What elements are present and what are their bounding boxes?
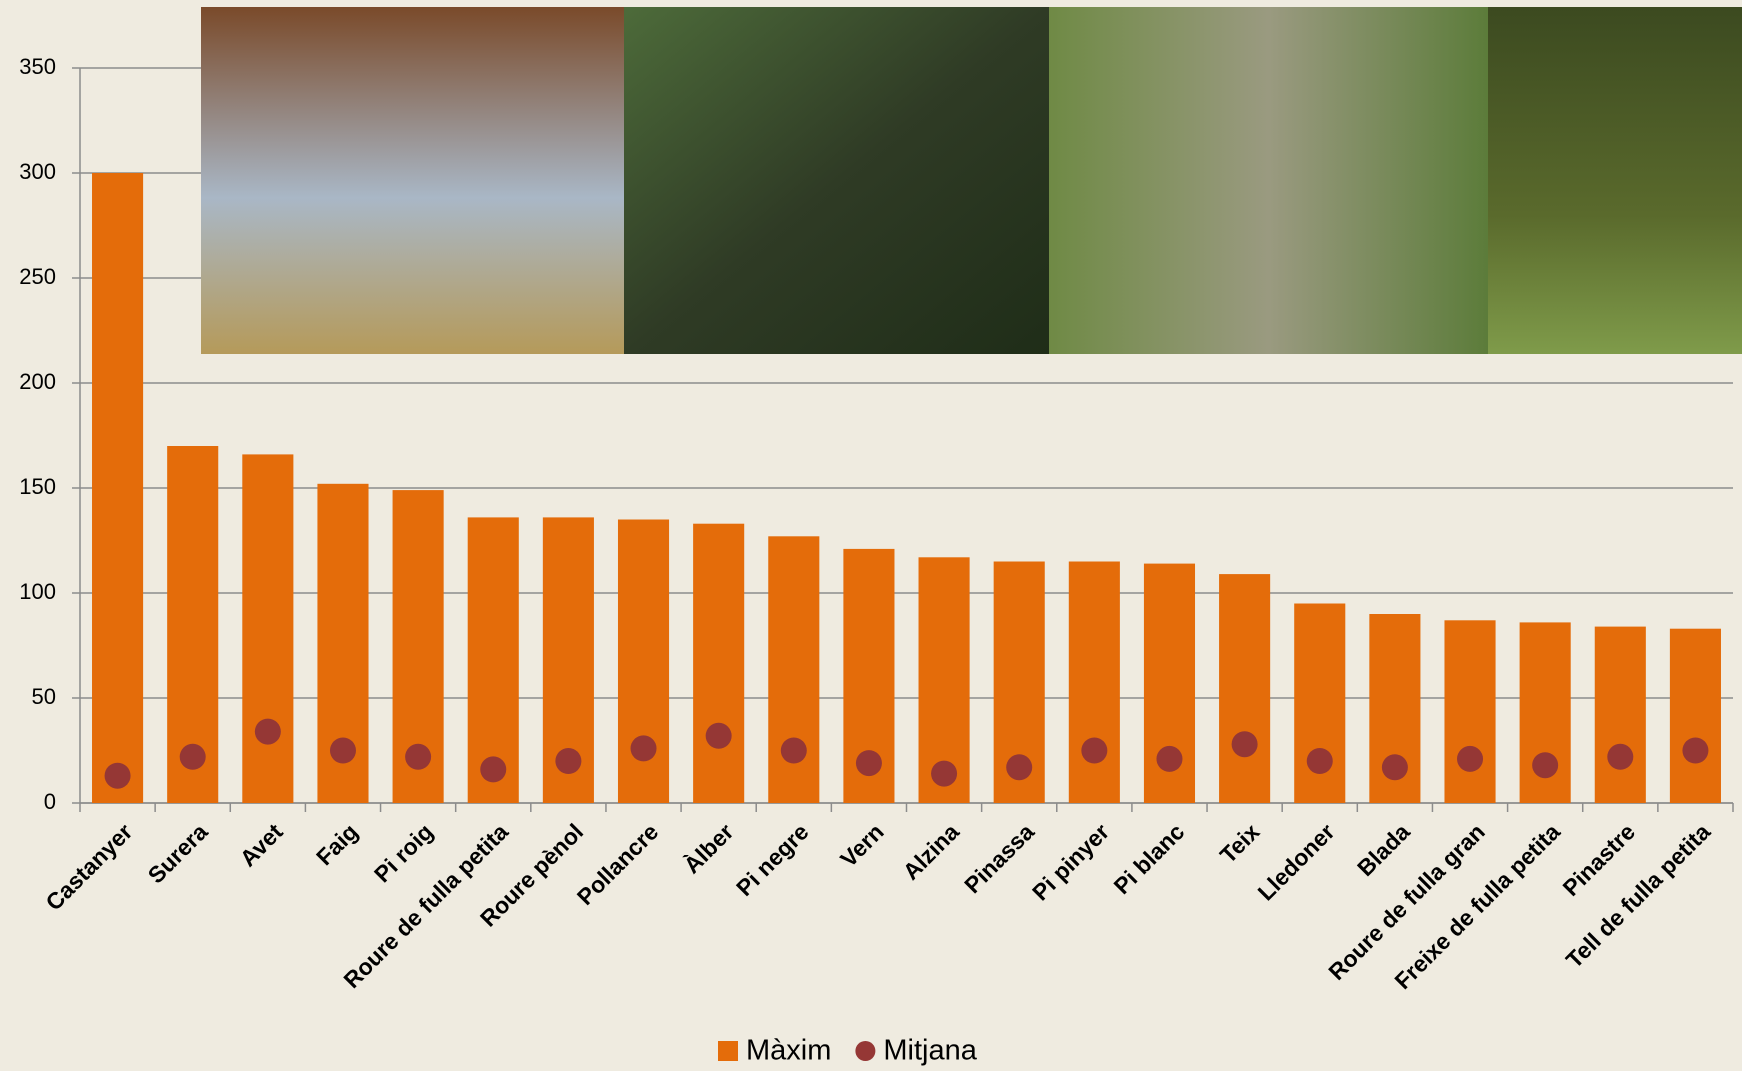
bar [167,446,219,803]
x-tick-label: Faig [311,818,363,870]
dot [1607,743,1634,770]
x-tick-label: Castanyer [40,818,137,915]
bar [1594,626,1646,803]
dot [780,737,807,764]
dot [1381,754,1408,781]
x-tick-label: Pi pinyer [1027,818,1114,905]
dot [405,743,432,770]
y-tick-label: 0 [44,789,56,814]
y-tick-label: 350 [19,54,56,79]
dot [1682,737,1709,764]
legend-marker [855,1041,876,1061]
y-tick-label: 150 [19,474,56,499]
dot [1156,745,1183,772]
bar [1444,620,1496,803]
x-tick-label: Surera [143,818,213,888]
x-tick-label: Pi blanc [1109,818,1190,899]
legend-marker [718,1041,738,1061]
photos [201,7,1742,354]
bar [467,517,519,803]
x-tick-label: Pollancre [572,818,664,910]
dot [1306,748,1333,774]
dot [254,718,281,745]
photo [624,7,1049,354]
y-tick-label: 300 [19,159,56,184]
x-tick-label: Lledoner [1253,818,1340,905]
x-tick-label: Pi roig [369,818,438,887]
bar [1669,628,1721,803]
bar [92,173,144,803]
dot [1231,731,1258,758]
x-tick-label: Vern [835,818,889,872]
dot [1006,754,1033,781]
bar [1068,561,1120,803]
dot [179,743,206,770]
dot [555,748,582,774]
dot [480,756,507,783]
dot [329,737,356,764]
x-tick-label: Tell de fulla petita [1561,818,1716,973]
dot [931,760,958,787]
x-tick-label: Blada [1352,818,1415,881]
dot [1081,737,1108,764]
photo [1049,7,1488,354]
dot [855,750,882,777]
dot [630,735,657,762]
x-tick-label: Teix [1215,818,1265,868]
x-tick-label: Alzina [898,818,964,884]
y-tick-label: 50 [32,684,56,709]
dot [1532,752,1559,779]
y-tick-label: 250 [19,264,56,289]
y-tick-label: 200 [19,369,56,394]
dot [1457,745,1484,772]
dot [705,722,732,749]
photo [201,7,624,354]
legend-label: Mitjana [883,1035,977,1067]
bar [1219,574,1271,803]
dot [104,762,131,789]
y-tick-label: 100 [19,579,56,604]
x-tick-label: Pi negre [731,818,814,901]
x-tick-label: Avet [235,818,288,871]
photo [1488,7,1742,354]
bar [242,454,294,803]
legend-label: Màxim [746,1035,831,1067]
bar [693,523,745,803]
x-tick-label: Àlber [678,818,739,879]
